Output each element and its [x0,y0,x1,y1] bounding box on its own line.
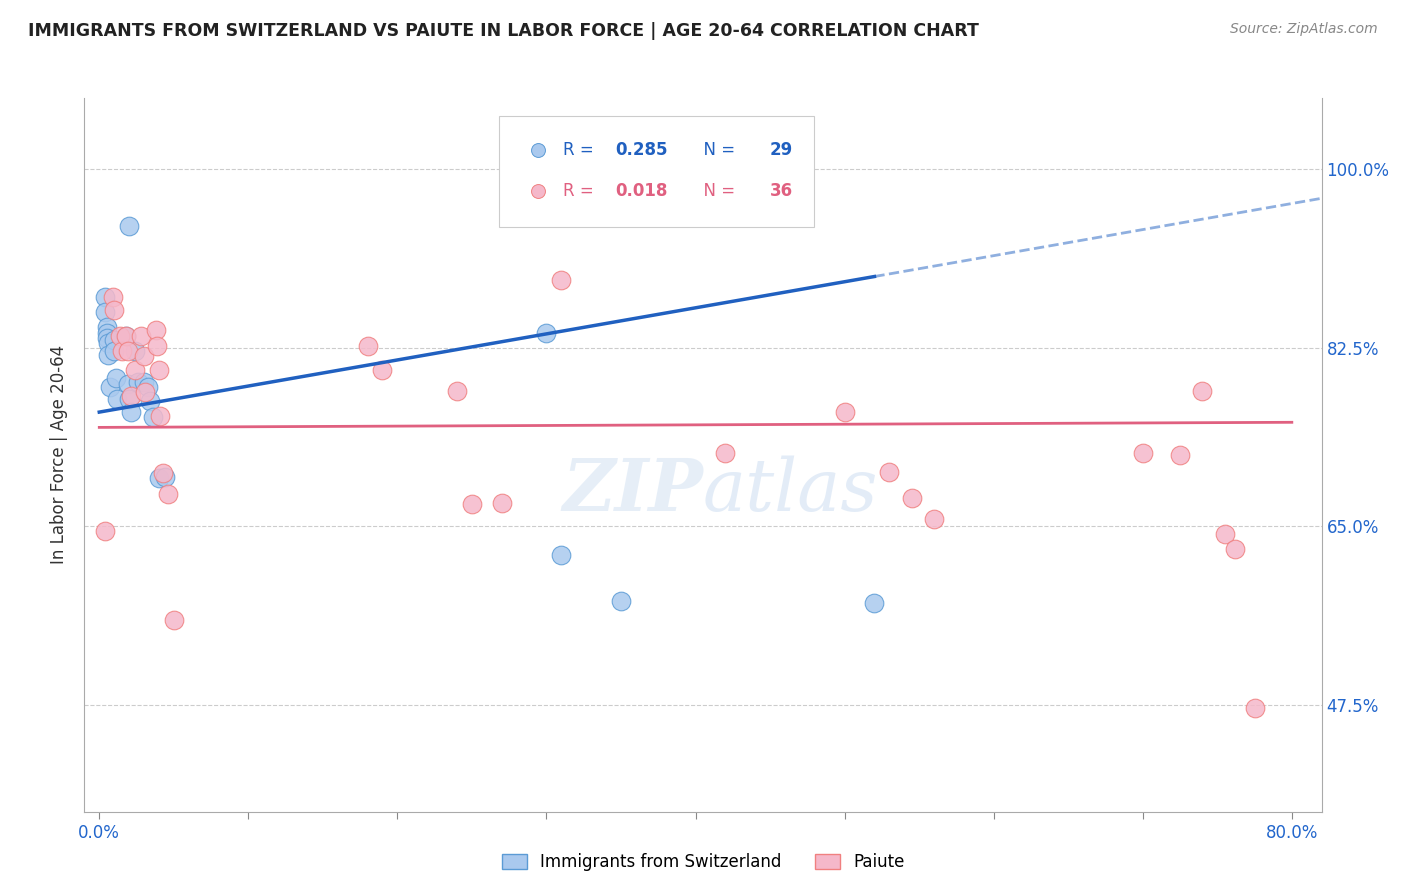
Text: 36: 36 [770,182,793,200]
Point [834,405,856,419]
Text: IMMIGRANTS FROM SWITZERLAND VS PAIUTE IN LABOR FORCE | AGE 20-64 CORRELATION CHA: IMMIGRANTS FROM SWITZERLAND VS PAIUTE IN… [28,22,979,40]
Legend: Immigrants from Switzerland, Paiute: Immigrants from Switzerland, Paiute [494,845,912,880]
Point [94,305,117,319]
Text: R =: R = [564,182,599,200]
Point [900,491,922,505]
Point [124,343,146,358]
Point [446,384,468,398]
Point [714,446,737,460]
Point [356,339,378,353]
Point [127,375,149,389]
Point [96,320,118,334]
Point [96,326,118,340]
Point [132,349,155,363]
Point [129,328,152,343]
Point [1243,700,1265,714]
Point [863,596,886,610]
Point [117,376,139,391]
Point [1132,446,1154,460]
Point [108,328,131,343]
Point [163,613,186,627]
Point [371,363,394,377]
Text: N =: N = [693,141,741,159]
Point [115,328,138,343]
Point [115,328,138,343]
Point [138,379,160,393]
Point [156,486,179,500]
Point [134,384,156,399]
Point [536,326,558,340]
Point [148,363,170,377]
Point [152,467,174,481]
Text: ZIP: ZIP [562,455,703,526]
Point [97,335,120,350]
Point [105,392,128,406]
Point [118,219,141,233]
Text: 0.285: 0.285 [616,141,668,159]
Point [879,465,901,479]
Point [117,343,139,358]
Point [111,343,134,358]
Point [1168,448,1191,462]
Point [149,409,172,424]
Text: N =: N = [693,182,741,200]
Text: R =: R = [564,141,599,159]
Point [97,348,120,362]
Point [118,392,141,406]
Point [461,497,484,511]
Point [1191,384,1213,398]
Point [103,343,125,358]
Point [550,548,572,562]
Point [146,339,169,353]
Point [1225,541,1247,556]
Point [139,393,162,408]
Point [96,331,118,345]
Point [491,496,513,510]
Text: Source: ZipAtlas.com: Source: ZipAtlas.com [1230,22,1378,37]
Text: 29: 29 [770,141,793,159]
Point [94,290,117,304]
Point [153,470,176,484]
Point [636,295,658,310]
Point [142,410,165,425]
Point [610,593,633,607]
Point [98,379,121,393]
Point [148,471,170,485]
Y-axis label: In Labor Force | Age 20-64: In Labor Force | Age 20-64 [51,345,69,565]
Point [922,512,945,526]
Point [94,524,117,539]
Point [120,389,142,403]
Point [101,290,124,304]
FancyBboxPatch shape [499,116,814,227]
Point [550,272,572,286]
Point [104,371,127,385]
Point [120,405,142,419]
Point [145,322,167,336]
Point [132,375,155,389]
Point [636,236,658,251]
Point [103,303,125,318]
Text: 0.018: 0.018 [616,182,668,200]
Point [124,363,146,377]
Point [103,333,125,347]
Point [1213,527,1236,541]
Text: atlas: atlas [703,455,879,526]
